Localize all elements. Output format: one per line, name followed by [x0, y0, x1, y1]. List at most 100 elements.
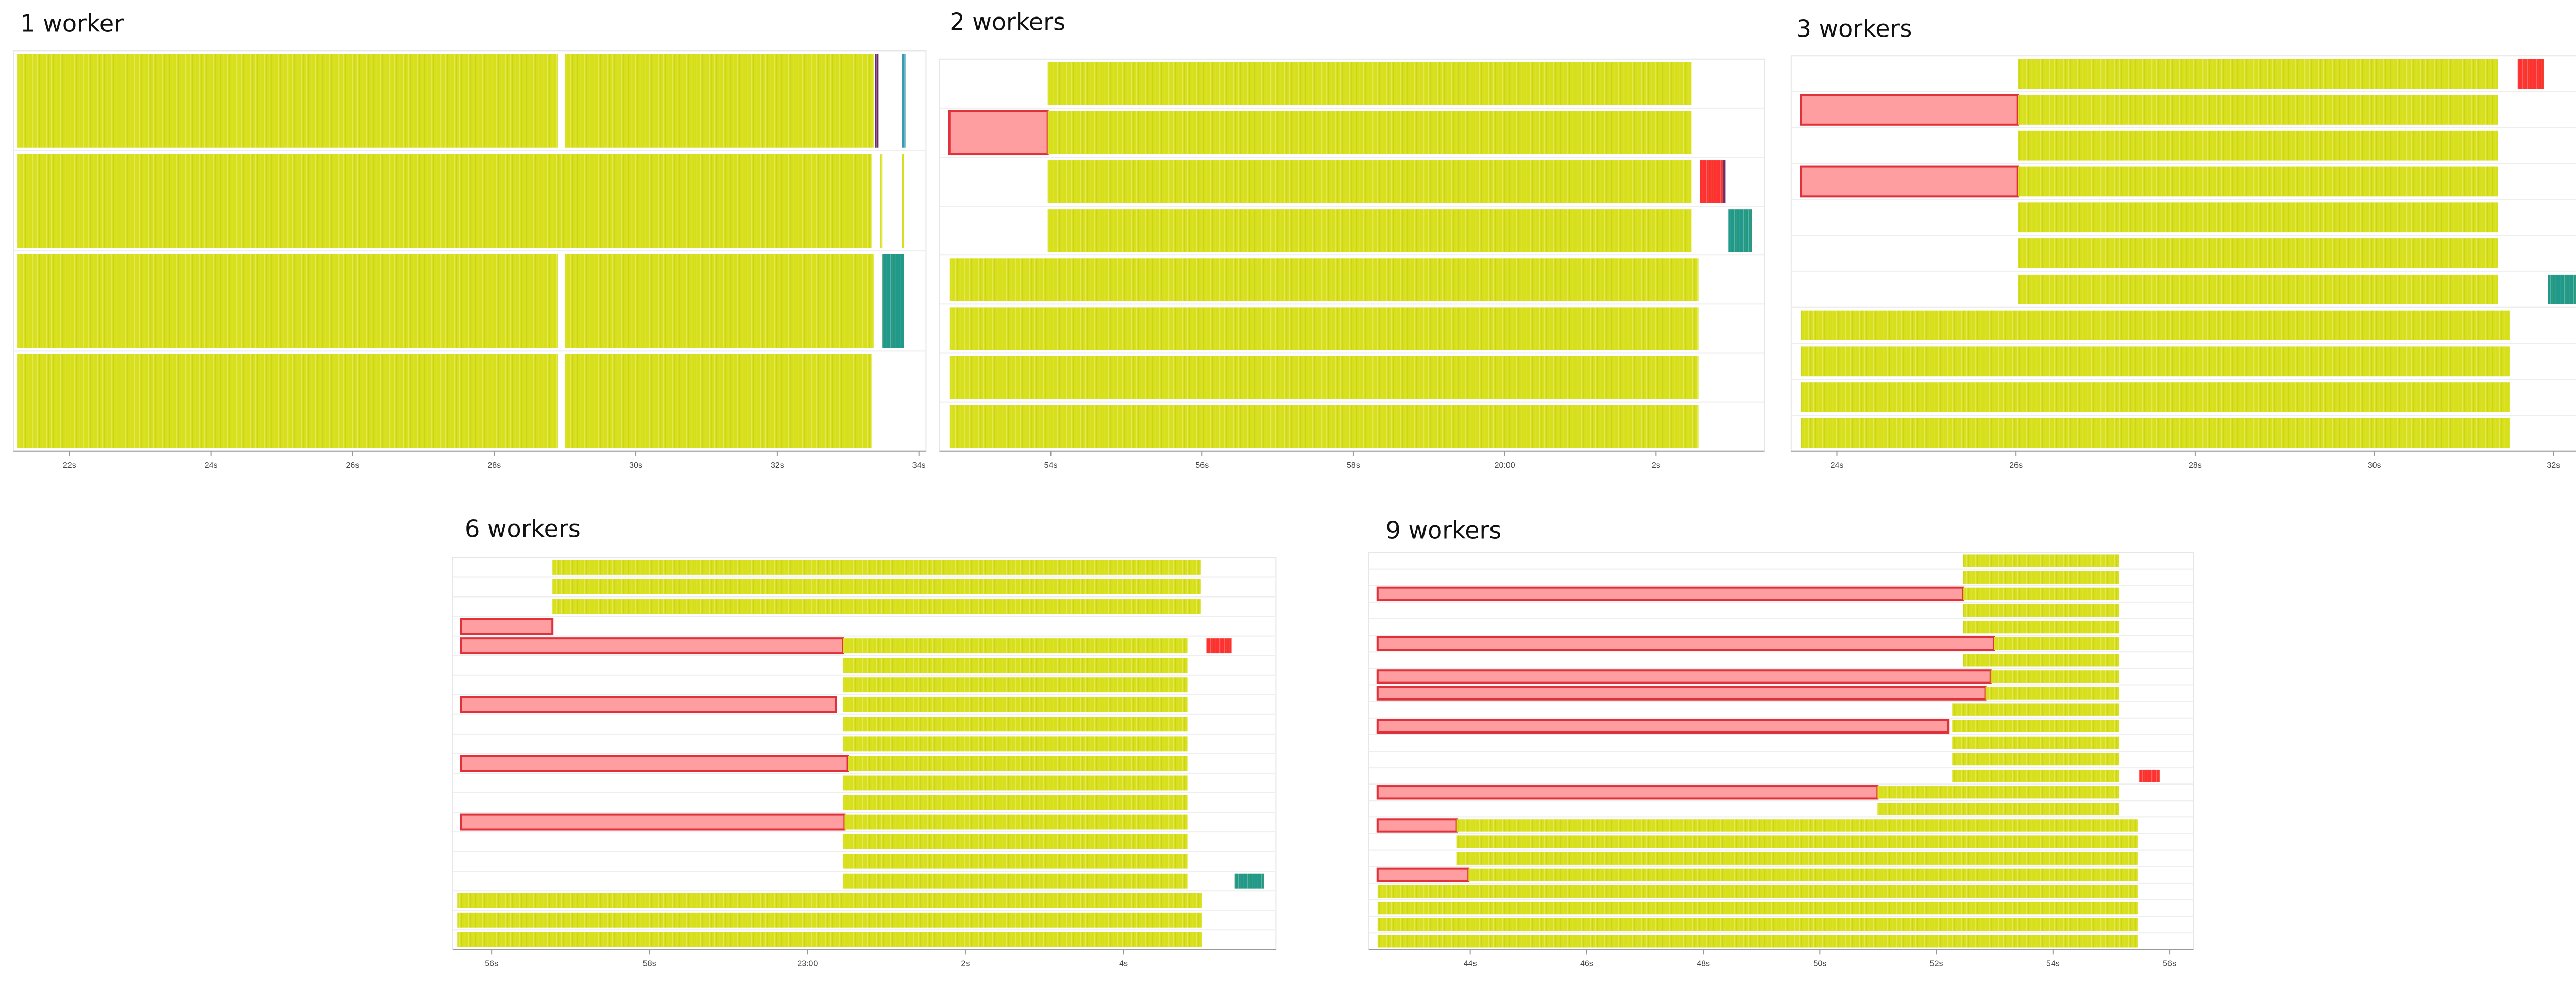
- task-bar: [902, 154, 904, 248]
- task-bar: [1047, 160, 1692, 203]
- task-bar: [565, 354, 872, 448]
- x-tick-label: 58s: [643, 960, 656, 968]
- task-bar: [460, 696, 837, 713]
- task-bar: [1951, 703, 2119, 716]
- x-tick-label: 48s: [1697, 960, 1710, 968]
- task-bar: [2517, 59, 2544, 89]
- task-bar: [1990, 670, 2119, 683]
- x-tick-label: 44s: [1464, 960, 1477, 968]
- panel-title: 2 workers: [950, 8, 1065, 36]
- task-bar: [1963, 604, 2119, 617]
- task-bar: [1456, 835, 2138, 848]
- task-bar: [1963, 654, 2119, 667]
- task-bar: [2018, 95, 2498, 125]
- task-bar: [565, 254, 874, 348]
- task-bar: [2548, 274, 2576, 304]
- task-stream-panel: 3 workers 24s 26s 28s 30s 32s: [1790, 15, 2576, 470]
- task-bar: [949, 405, 1699, 448]
- x-tick-label: 56s: [485, 960, 498, 968]
- task-bar: [843, 795, 1188, 810]
- task-bar: [948, 110, 1049, 156]
- x-tick-label: 32s: [2547, 461, 2560, 470]
- task-bar: [1376, 818, 1458, 833]
- task-stream-panel: 6 workers 56s 58s 23:00 2s 4s: [452, 515, 1277, 968]
- task-bar: [460, 618, 554, 635]
- task-bar: [457, 912, 1202, 928]
- task-bar: [1376, 867, 1470, 883]
- task-bar: [1376, 586, 1964, 602]
- task-bar: [17, 54, 558, 148]
- x-tick-label: 28s: [2189, 461, 2202, 470]
- task-bar: [1800, 165, 2019, 198]
- task-bar: [1963, 587, 2119, 601]
- task-bar: [1700, 160, 1724, 203]
- x-tick-label: 54s: [1044, 461, 1058, 470]
- task-bar: [1047, 209, 1692, 252]
- x-tick-label: 58s: [1347, 461, 1360, 470]
- task-bar: [1963, 620, 2119, 634]
- task-bar: [1376, 669, 1992, 684]
- task-bar: [2018, 238, 2498, 268]
- task-bar: [882, 254, 904, 348]
- task-bar: [1376, 686, 1987, 701]
- x-tick-label: 22s: [63, 461, 76, 470]
- task-bar: [1877, 786, 2119, 799]
- task-bar: [880, 154, 883, 248]
- task-bar: [843, 638, 1188, 654]
- task-bar: [1985, 687, 2119, 700]
- task-bar: [17, 254, 558, 348]
- task-bar: [1234, 873, 1264, 889]
- x-tick-label: 26s: [346, 461, 360, 470]
- x-tick-label: 54s: [2046, 960, 2060, 968]
- task-bar: [1994, 637, 2119, 650]
- task-bar: [1377, 901, 2138, 915]
- task-bar: [1377, 918, 2138, 931]
- x-tick-label: 50s: [1813, 960, 1826, 968]
- x-tick-label: 30s: [2368, 461, 2381, 470]
- task-bar: [1963, 554, 2119, 567]
- task-bar: [949, 307, 1699, 350]
- x-tick-label: 2s: [961, 960, 970, 968]
- x-tick-label: 52s: [1930, 960, 1943, 968]
- task-stream-panel: 2 workers 54s 56s 58s 20:00 2s: [939, 8, 1765, 470]
- task-bar: [1377, 885, 2138, 898]
- task-bar: [17, 354, 558, 448]
- x-tick-label: 2s: [1652, 461, 1660, 470]
- x-tick-label: 56s: [2163, 960, 2176, 968]
- task-bar: [2018, 274, 2498, 304]
- panel-title: 3 workers: [1797, 15, 1912, 43]
- task-bar: [17, 154, 872, 248]
- task-bar: [1468, 868, 2138, 882]
- task-bar: [2018, 202, 2498, 233]
- task-bar: [1206, 638, 1232, 654]
- task-bar: [902, 54, 906, 148]
- task-stream-panel: 9 workers 44s 46s 48s 50s 52s 54s 56s: [1368, 517, 2194, 968]
- task-bar: [552, 599, 1201, 614]
- task-bar: [1877, 803, 2119, 815]
- task-bar: [843, 834, 1188, 849]
- task-bar: [875, 54, 879, 148]
- task-bar: [843, 736, 1188, 752]
- task-bar: [1801, 346, 2510, 377]
- task-bar: [843, 697, 1188, 712]
- task-bar: [1951, 769, 2119, 782]
- x-tick-label: 24s: [205, 461, 218, 470]
- task-bar: [1951, 720, 2119, 732]
- x-tick-label: 24s: [1831, 461, 1844, 470]
- x-tick-label: 30s: [629, 461, 642, 470]
- task-bar: [1047, 111, 1692, 155]
- task-bar: [1801, 382, 2510, 412]
- x-tick-label: 28s: [487, 461, 501, 470]
- task-bar: [843, 775, 1188, 791]
- task-stream-panel: 1 worker 22s 24s 26s 28s 30s 32s 34s: [13, 10, 927, 470]
- panel-title: 6 workers: [465, 515, 581, 542]
- task-bar: [2018, 130, 2498, 161]
- task-bar: [843, 873, 1188, 889]
- task-bar: [843, 677, 1188, 693]
- task-bar: [843, 658, 1188, 673]
- task-bar: [949, 356, 1699, 399]
- task-bar: [565, 54, 874, 148]
- task-bar: [457, 893, 1202, 908]
- task-bar: [1951, 736, 2119, 749]
